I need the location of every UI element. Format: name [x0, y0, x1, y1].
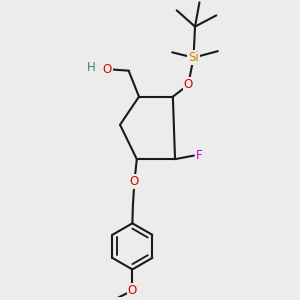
Text: O: O: [103, 63, 112, 76]
Text: F: F: [196, 149, 202, 162]
Text: O: O: [184, 78, 193, 92]
Text: O: O: [128, 284, 137, 297]
Text: O: O: [130, 175, 139, 188]
Text: Si: Si: [188, 51, 199, 64]
Text: H: H: [87, 61, 95, 74]
